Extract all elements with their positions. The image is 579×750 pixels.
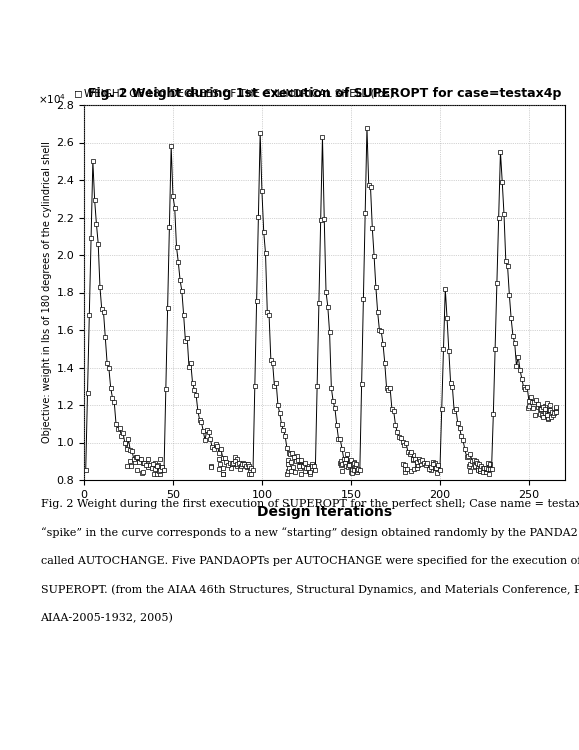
Text: Fig. 2 Weight during the first execution of SUPEROPT for the perfect shell; Case: Fig. 2 Weight during the first execution…: [41, 499, 579, 508]
Text: AIAA-2005-1932, 2005): AIAA-2005-1932, 2005): [41, 613, 173, 623]
Text: called AUTOCHANGE. Five PANDAOPTs per AUTOCHANGE were specified for the executio: called AUTOCHANGE. Five PANDAOPTs per AU…: [41, 556, 579, 566]
Text: SUPEROPT. (from the AIAA 46th Structures, Structural Dynamics, and Materials Con: SUPEROPT. (from the AIAA 46th Structures…: [41, 584, 579, 595]
Text: WEIGHT OF 180 DEGREES OF THE CYLINDRICAL SHELL (lbs): WEIGHT OF 180 DEGREES OF THE CYLINDRICAL…: [84, 88, 394, 99]
Text: “spike” in the curve corresponds to a new “starting” design obtained randomly by: “spike” in the curve corresponds to a ne…: [41, 527, 579, 538]
Y-axis label: Objective: weight in lbs of 180 degrees of the cylindrical shell: Objective: weight in lbs of 180 degrees …: [42, 142, 52, 443]
Text: $\times10^4$: $\times10^4$: [38, 92, 66, 106]
X-axis label: Design Iterations: Design Iterations: [256, 506, 392, 519]
Title: Fig. 2 Weight during 1st execution of SUPEROPT for case=testax4p: Fig. 2 Weight during 1st execution of SU…: [87, 87, 561, 100]
Text: □: □: [75, 88, 82, 99]
